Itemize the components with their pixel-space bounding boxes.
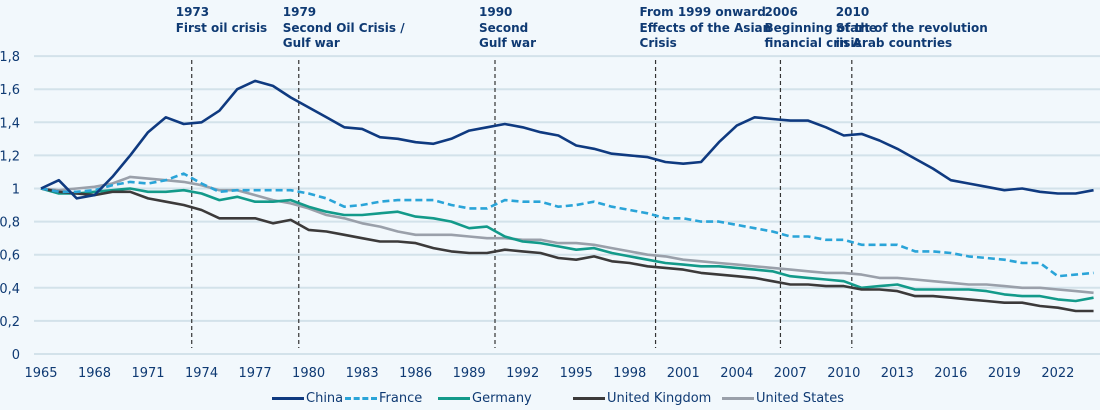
legend-item-france: France: [345, 391, 422, 406]
series-germany: [40, 187, 1094, 303]
x-axis: 1965 1968 1971 1974 1977 1980 1983 1986 1989 1992…: [24, 366, 1074, 381]
event-annotation: 2010 Start of the revolution in Arab count…: [835, 5, 988, 50]
legend-label: France: [379, 391, 423, 406]
x-tick-label: 1971: [131, 366, 164, 381]
x-tick-label: 1977: [239, 366, 272, 381]
y-tick-label: 0,2: [0, 315, 20, 330]
legend-item-united-states: United States: [722, 391, 844, 406]
x-tick-label: 2007: [774, 366, 807, 381]
legend-swatch-france: [345, 397, 377, 400]
y-tick-label: 0,8: [0, 216, 20, 231]
legend-swatch-united-states: [722, 397, 754, 400]
y-tick-label: 1,6: [0, 83, 20, 98]
legend-swatch-germany: [438, 397, 470, 400]
y-tick-label: 0,6: [0, 249, 20, 264]
legend-item-united-kingdom: United Kingdom: [573, 391, 711, 406]
series-lines: [40, 79, 1094, 313]
legend-label: China: [306, 391, 344, 406]
series-united-kingdom: [40, 187, 1094, 313]
y-axis: 0 0,2 0,4 0,6 0,8 1 1,2 1,4 1,6 1,8: [0, 50, 20, 363]
series-france: [40, 172, 1094, 278]
x-tick-label: 2013: [881, 366, 914, 381]
legend-item-germany: Germany: [438, 391, 532, 406]
x-tick-label: 1980: [292, 366, 325, 381]
x-tick-label: 1974: [185, 366, 218, 381]
y-tick-label: 1: [12, 183, 20, 198]
legend-swatch-china: [272, 397, 304, 400]
x-tick-label: 2004: [720, 366, 753, 381]
x-tick-label: 2016: [934, 366, 967, 381]
x-tick-label: 1992: [506, 366, 539, 381]
legend-item-china: China: [272, 391, 343, 406]
event-annotation: From 1999 onward Effects of the Asian Cris…: [639, 5, 772, 50]
y-tick-label: 1,4: [0, 116, 20, 131]
x-tick-label: 1995: [560, 366, 593, 381]
series-china: [40, 79, 1094, 200]
x-tick-label: 1986: [399, 366, 432, 381]
legend-label: Germany: [472, 391, 532, 406]
y-tick-label: 1,8: [0, 50, 20, 65]
x-tick-label: 1998: [613, 366, 646, 381]
x-tick-label: 2010: [827, 366, 860, 381]
y-tick-label: 0,4: [0, 282, 20, 297]
event-annotation: 1979 Second Oil Crisis / Gulf war: [282, 5, 405, 50]
x-tick-label: 1968: [78, 366, 111, 381]
event-annotation: 2006 Beginning of the financial crisis: [764, 5, 877, 50]
event-annotation: 1973 First oil crisis: [175, 5, 268, 35]
legend-swatch-united-kingdom: [573, 397, 605, 400]
legend-label: United Kingdom: [607, 391, 712, 406]
x-tick-label: 2022: [1041, 366, 1074, 381]
y-tick-label: 1,2: [0, 149, 20, 164]
x-tick-label: 1965: [24, 366, 57, 381]
y-tick-label: 0: [12, 348, 20, 363]
x-tick-label: 1983: [346, 366, 379, 381]
x-tick-label: 2019: [988, 366, 1021, 381]
event-annotation: 1990 Second Gulf war: [479, 5, 537, 50]
x-tick-label: 2001: [667, 366, 700, 381]
event-markers: [191, 60, 853, 348]
x-tick-label: 1989: [453, 366, 486, 381]
legend-label: United States: [756, 391, 845, 406]
